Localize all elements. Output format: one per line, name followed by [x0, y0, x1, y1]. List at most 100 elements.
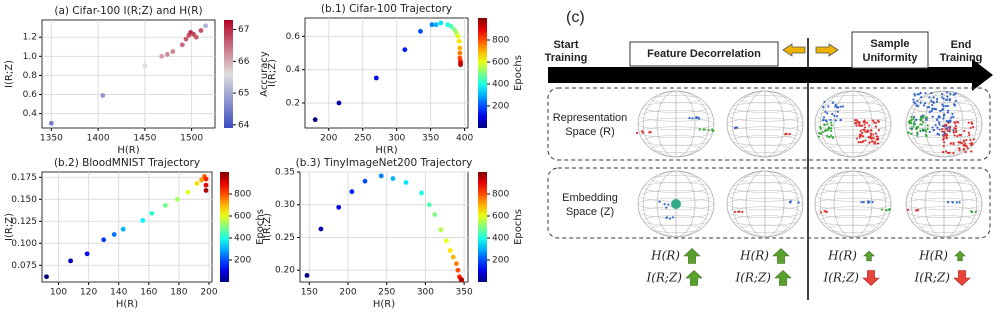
embedding-dot — [831, 112, 834, 115]
sphere-parallel — [907, 190, 981, 202]
sphere-parallel — [728, 190, 802, 202]
sphere-parallel — [918, 175, 970, 184]
embedding-dot — [855, 121, 859, 124]
embedding-dot — [867, 136, 870, 139]
embedding-dot — [824, 210, 828, 213]
embedding-dot — [665, 216, 668, 219]
embedding-dot — [972, 138, 975, 141]
embedding-dot — [936, 132, 939, 135]
embedding-dot — [970, 150, 973, 153]
sphere-meridian — [642, 170, 710, 238]
embedding-dot — [691, 117, 694, 120]
embedding-dot — [968, 133, 971, 137]
point — [457, 45, 463, 51]
x-tick-label: 180 — [170, 288, 187, 298]
x-tick-label: 100 — [50, 288, 67, 298]
embedding-dot — [932, 96, 935, 99]
point — [174, 196, 180, 202]
embedding-dot — [952, 129, 955, 132]
embedding-dot — [908, 122, 911, 125]
point — [448, 23, 454, 29]
sphere-parallel — [819, 135, 887, 146]
x-axis-label: H(R) — [117, 145, 139, 156]
embedding-dot — [830, 124, 833, 127]
embedding-dot — [941, 107, 944, 111]
collapsed-point — [671, 199, 681, 209]
embedding-dot — [925, 134, 928, 138]
embedding-dot — [733, 210, 737, 213]
embedding-dot — [946, 104, 949, 108]
colorbar-tick-label: 66 — [238, 57, 250, 67]
embedding-dot — [944, 150, 948, 153]
point — [203, 188, 209, 193]
embedding-dot — [733, 126, 737, 130]
embedding-dot — [965, 138, 968, 142]
embedding-dot — [635, 131, 639, 135]
sphere-parallel — [731, 135, 799, 146]
metric-label: H(R) — [739, 249, 769, 263]
embedding-dot — [822, 116, 826, 119]
embedding-dot — [835, 115, 839, 118]
x-tick-label: 250 — [378, 288, 395, 298]
sphere-parallel — [728, 126, 802, 138]
sphere-parallel — [816, 126, 890, 138]
metric-label: H(R) — [827, 249, 857, 263]
embedding-dot — [931, 126, 934, 129]
embedding-dot — [866, 129, 869, 132]
embedding-dot — [854, 119, 857, 122]
embedding-dot — [919, 101, 922, 104]
point — [162, 203, 168, 208]
embedding-dot — [824, 110, 827, 113]
point — [402, 47, 408, 53]
colorbar-tick-label: 800 — [234, 190, 251, 200]
colorbar-tick-label: 800 — [492, 190, 509, 200]
embedding-dot — [942, 97, 945, 100]
embedding-dot — [971, 125, 975, 129]
embedding-dot — [928, 130, 931, 134]
embedding-dot — [926, 124, 929, 127]
chart-title: (b.1) Cifar-100 Trajectory — [321, 3, 452, 15]
embedding-dot — [946, 200, 950, 204]
embedding-dot — [858, 135, 861, 138]
plot-area — [299, 171, 469, 283]
point — [457, 50, 463, 56]
embedding-dot — [859, 129, 862, 133]
phase-arrow — [815, 43, 839, 57]
embedding-dot — [867, 200, 870, 203]
sphere-parallel — [819, 102, 887, 113]
point — [429, 22, 435, 28]
embedding-dot — [875, 138, 878, 141]
sphere-parallel — [739, 175, 791, 184]
start-label: Training — [545, 52, 588, 64]
embedding-dot — [885, 209, 888, 212]
point — [149, 210, 155, 216]
embedding-dot — [945, 133, 948, 137]
y-tick-label: 0.6 — [23, 90, 38, 100]
chart-title: (b.3) TinyImageNet200 Trajectory — [296, 157, 473, 169]
point — [159, 53, 165, 59]
embedding-dot — [826, 112, 829, 115]
embedding-dot — [959, 133, 963, 137]
embedding-dot — [936, 98, 939, 101]
phase-label: Feature Decorrelation — [647, 48, 761, 60]
embedding-dot — [943, 113, 946, 116]
y-tick-label: 0.175 — [11, 173, 37, 183]
embedding-dot — [857, 141, 860, 144]
embedding-dot — [912, 115, 916, 119]
embedding-dot — [915, 209, 918, 212]
increase-arrow — [863, 250, 875, 262]
embedding-dot — [943, 141, 946, 144]
increase-arrow — [685, 270, 703, 286]
embedding-dot — [829, 118, 832, 121]
embedding-dot — [948, 128, 951, 131]
sphere-meridian — [731, 90, 799, 158]
embedding-dot — [945, 137, 949, 140]
embedding-dot — [969, 138, 972, 141]
embedding-dot — [880, 208, 884, 211]
sphere-meridian — [910, 90, 978, 158]
sphere-parallel — [827, 224, 879, 233]
embedding-dot — [855, 124, 858, 127]
sphere-parallel — [639, 126, 713, 138]
embedding-dot — [967, 131, 970, 134]
embedding-dot — [797, 201, 800, 204]
